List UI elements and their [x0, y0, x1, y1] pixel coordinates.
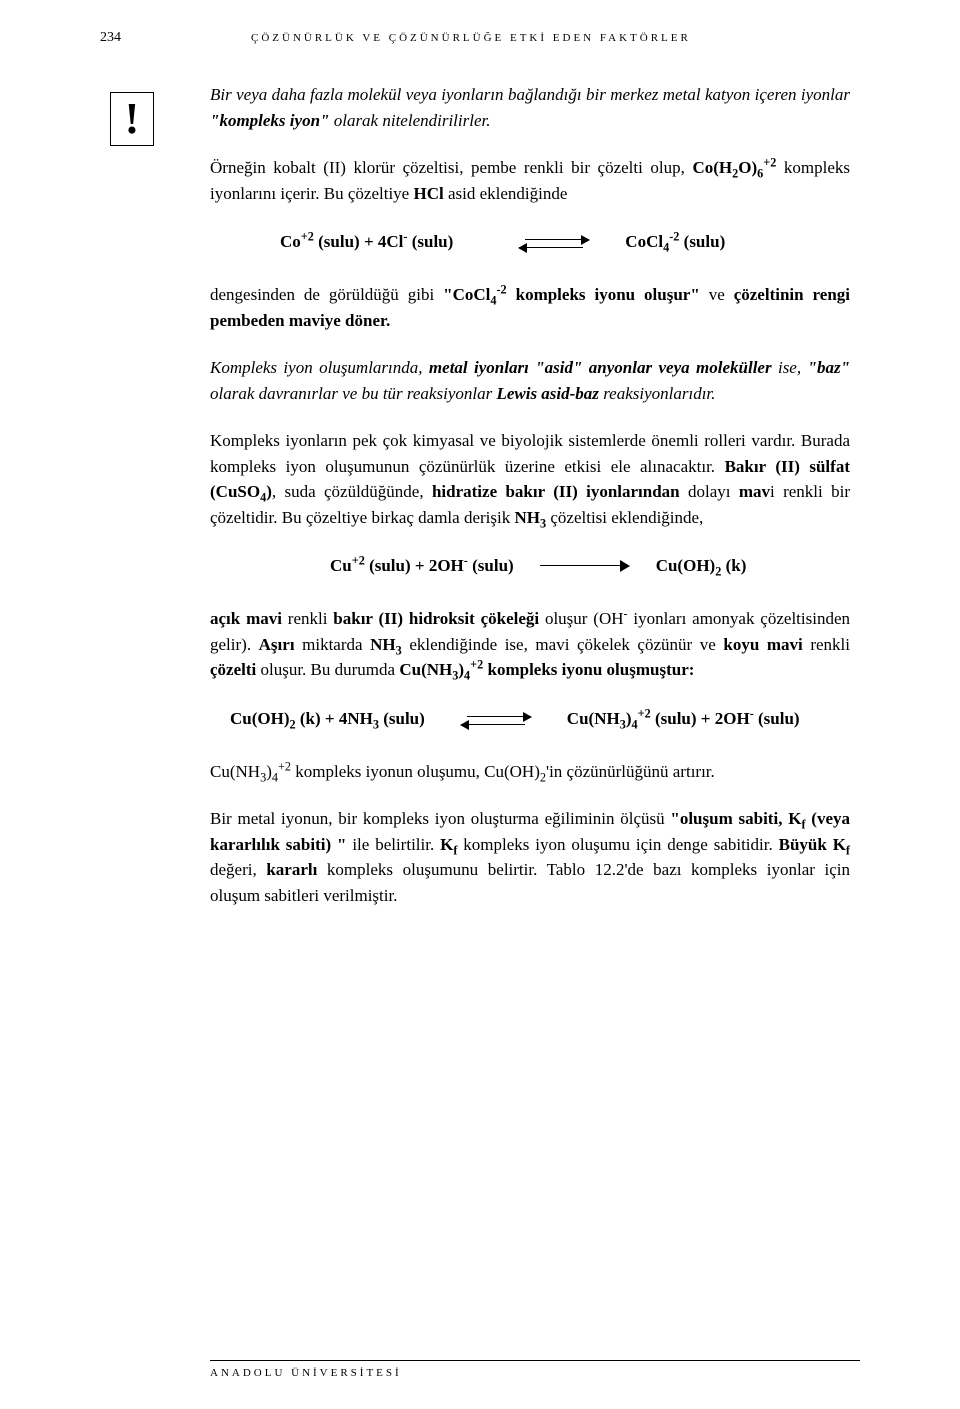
footer-text: ANADOLU ÜNİVERSİTESİ [210, 1367, 402, 1379]
paragraph-4: Kompleks iyon oluşumlarında, metal iyonl… [210, 355, 850, 406]
page-header: 234 ÇÖZÜNÜRLÜK VE ÇÖZÜNÜRLÜĞE ETKİ EDEN … [100, 30, 860, 46]
paragraph-8: Bir metal iyonun, bir kompleks iyon oluş… [210, 806, 850, 908]
equilibrium-arrow-icon [461, 711, 531, 727]
paragraph-5: Kompleks iyonların pek çok kimyasal ve b… [210, 428, 850, 530]
page-footer: ANADOLU ÜNİVERSİTESİ [210, 1360, 860, 1379]
paragraph-7: Cu(NH3)4+2 kompleks iyonun oluşumu, Cu(O… [210, 759, 850, 785]
paragraph-6: açık mavi renkli bakır (II) hidroksit çö… [210, 606, 850, 683]
equation-2: Cu+2 (sulu) + 2OH- (sulu) Cu(OH)2 (k) [210, 556, 850, 576]
forward-arrow-icon [540, 559, 630, 573]
equation-3: Cu(OH)2 (k) + 4NH3 (sulu) Cu(NH3)4+2 (su… [210, 709, 850, 729]
equation-1: Co+2 (sulu) + 4Cl- (sulu) CoCl4-2 (sulu) [210, 232, 850, 252]
paragraph-2: Örneğin kobalt (II) klorür çözeltisi, pe… [210, 155, 850, 206]
exclamation-mark: ! [125, 97, 140, 141]
equilibrium-arrow-icon [519, 234, 589, 250]
important-icon: ! [110, 92, 154, 146]
chapter-title: ÇÖZÜNÜRLÜK VE ÇÖZÜNÜRLÜĞE ETKİ EDEN FAKT… [251, 32, 691, 44]
paragraph-3: dengesinden de görüldüğü gibi "CoCl4-2 k… [210, 282, 850, 333]
definition-paragraph: Bir veya daha fazla molekül veya iyonlar… [210, 82, 850, 133]
page-number: 234 [100, 30, 121, 46]
page-content: Bir veya daha fazla molekül veya iyonlar… [210, 82, 850, 908]
